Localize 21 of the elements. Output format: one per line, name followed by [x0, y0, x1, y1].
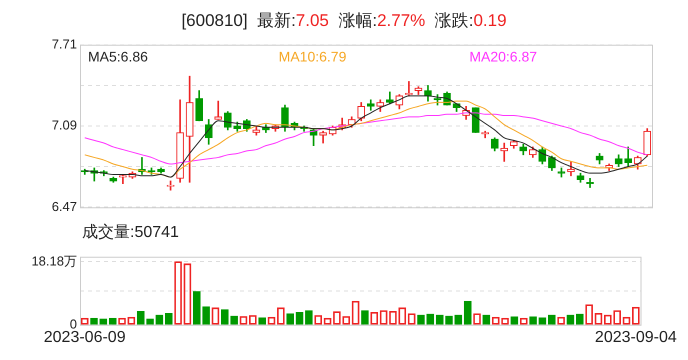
candlestick — [586, 178, 594, 188]
chart-title: 成交量:50741 — [81, 222, 180, 243]
y-tick-label: 0 — [70, 316, 77, 332]
y-tick-label: 6.47 — [52, 198, 77, 214]
y-tick-label: 18.18万 — [31, 253, 77, 268]
y-tick-label: 7.71 — [52, 36, 77, 52]
bar — [361, 310, 369, 325]
bar — [464, 300, 472, 325]
x-tick-label: 2023-09-04 — [594, 328, 677, 346]
text: MA5:6.86 — [88, 48, 148, 65]
x-tick-label: 2023-06-09 — [44, 328, 126, 346]
bar — [136, 310, 145, 325]
chart-title: [600810] 最新:7.05 涨幅:2.77% 涨跌:0.19 — [181, 11, 507, 30]
bar — [305, 310, 313, 325]
candlestick — [558, 168, 566, 178]
text: MA20:6.87 — [469, 48, 538, 65]
bar — [202, 306, 210, 325]
bar — [220, 309, 229, 325]
bar — [192, 291, 201, 325]
text: MA10:6.79 — [278, 48, 347, 65]
y-tick-label: 7.09 — [52, 118, 77, 133]
